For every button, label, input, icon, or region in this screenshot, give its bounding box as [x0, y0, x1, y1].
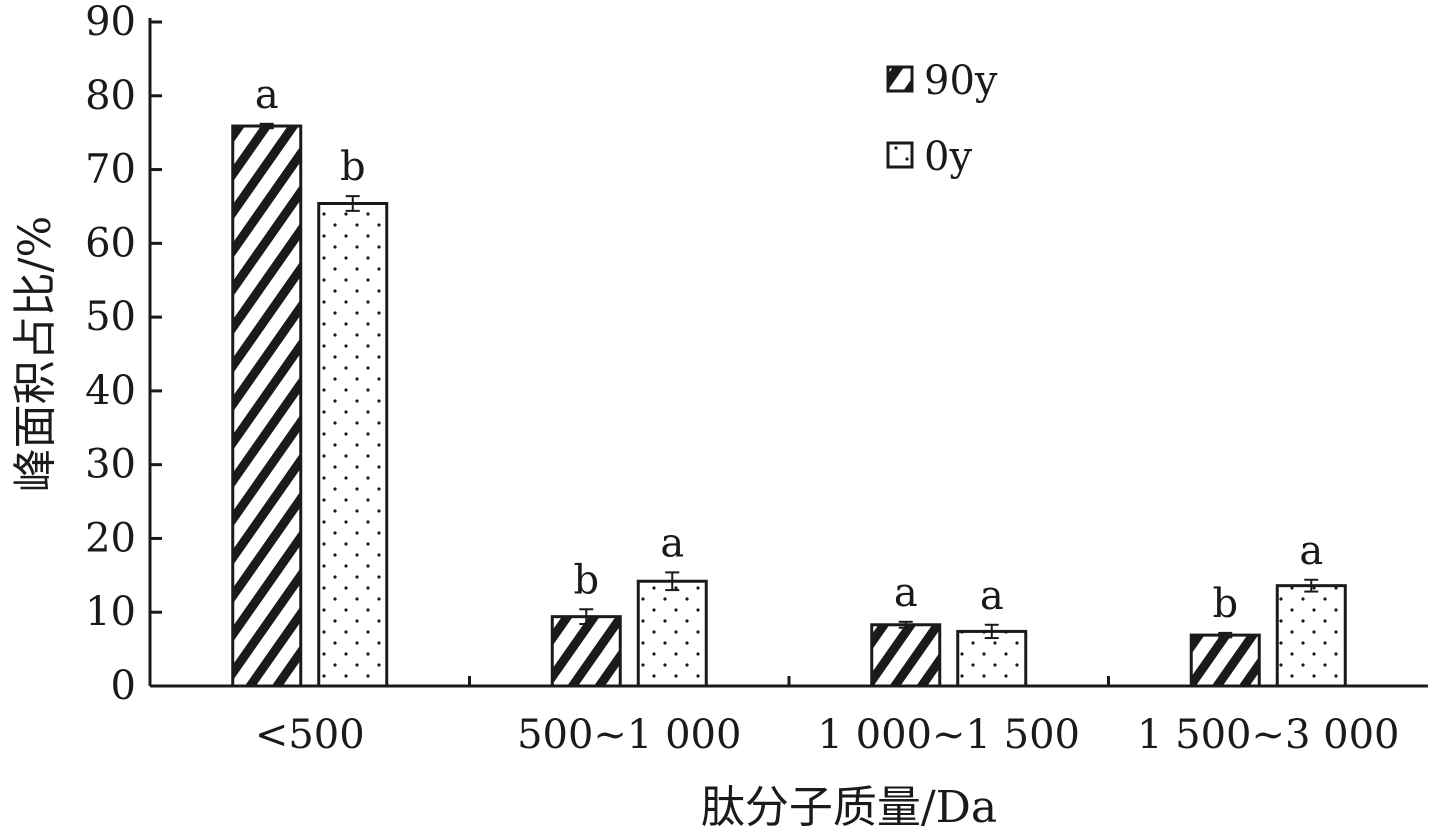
- legend-swatch-0y: [886, 141, 914, 169]
- plot-area: a b a b b a a a: [231, 72, 1347, 688]
- legend-label-0y: 0y: [924, 134, 972, 180]
- y-tick-label: 80: [85, 73, 136, 119]
- y-tick-label: 60: [85, 220, 136, 266]
- legend-label-90y: 90y: [924, 58, 998, 104]
- y-tick-label: 30: [85, 442, 136, 488]
- legend: 90y 0y: [886, 58, 998, 180]
- significance-label: b: [1212, 581, 1238, 627]
- error-bars: [259, 122, 1319, 640]
- significance-label: a: [894, 570, 918, 616]
- error-bar-0y: [1304, 578, 1319, 593]
- bar-0y: [1275, 584, 1347, 688]
- bars: [231, 124, 1347, 688]
- y-tick-label: 40: [85, 368, 136, 414]
- x-axis-title: 肽分子质量/Da: [701, 782, 997, 832]
- error-bar-0y: [665, 571, 680, 592]
- bar-0y: [956, 629, 1028, 688]
- y-axis-ticks: 0 10 20 30 40 50 60 70 80 90: [85, 0, 162, 709]
- y-tick-label: 90: [85, 0, 136, 45]
- y-tick-label: 10: [85, 589, 136, 635]
- bar-90y: [231, 124, 303, 688]
- significance-label: b: [573, 557, 599, 603]
- error-bar-90y: [259, 122, 274, 130]
- significance-label: a: [255, 72, 279, 118]
- y-tick-label: 70: [85, 147, 136, 193]
- axes: 0 10 20 30 40 50 60 70 80 90 <500 500~1 000 1 000~1…: [85, 0, 1428, 758]
- bar-0y: [636, 579, 708, 688]
- y-tick-label: 50: [85, 294, 136, 340]
- error-bar-90y: [898, 620, 913, 629]
- error-bar-0y: [984, 623, 999, 640]
- significance-label: a: [1299, 528, 1323, 574]
- x-category-label: 1 000~1 500: [817, 712, 1080, 758]
- x-category-label: <500: [255, 712, 365, 758]
- error-bar-90y: [579, 608, 594, 626]
- bar-90y: [1189, 633, 1261, 688]
- significance-labels: a b a b b a a a: [255, 72, 1323, 627]
- x-category-label: 500~1 000: [517, 712, 741, 758]
- significance-label: a: [660, 520, 684, 566]
- error-bar-0y: [345, 195, 360, 212]
- y-axis-title: 峰面积占比/%: [10, 216, 61, 493]
- y-tick-label: 0: [111, 663, 136, 709]
- bar-90y: [550, 615, 622, 688]
- y-tick-label: 20: [85, 515, 136, 561]
- bar-90y: [870, 623, 942, 688]
- error-bar-90y: [1218, 631, 1233, 639]
- legend-swatch-90y: [886, 65, 914, 93]
- x-category-label: 1 500~3 000: [1137, 712, 1400, 758]
- significance-label: b: [340, 144, 366, 190]
- bar-0y: [317, 201, 389, 688]
- x-axis-ticks: <500 500~1 000 1 000~1 500 1 500~3 000: [255, 676, 1400, 758]
- significance-label: a: [980, 573, 1004, 619]
